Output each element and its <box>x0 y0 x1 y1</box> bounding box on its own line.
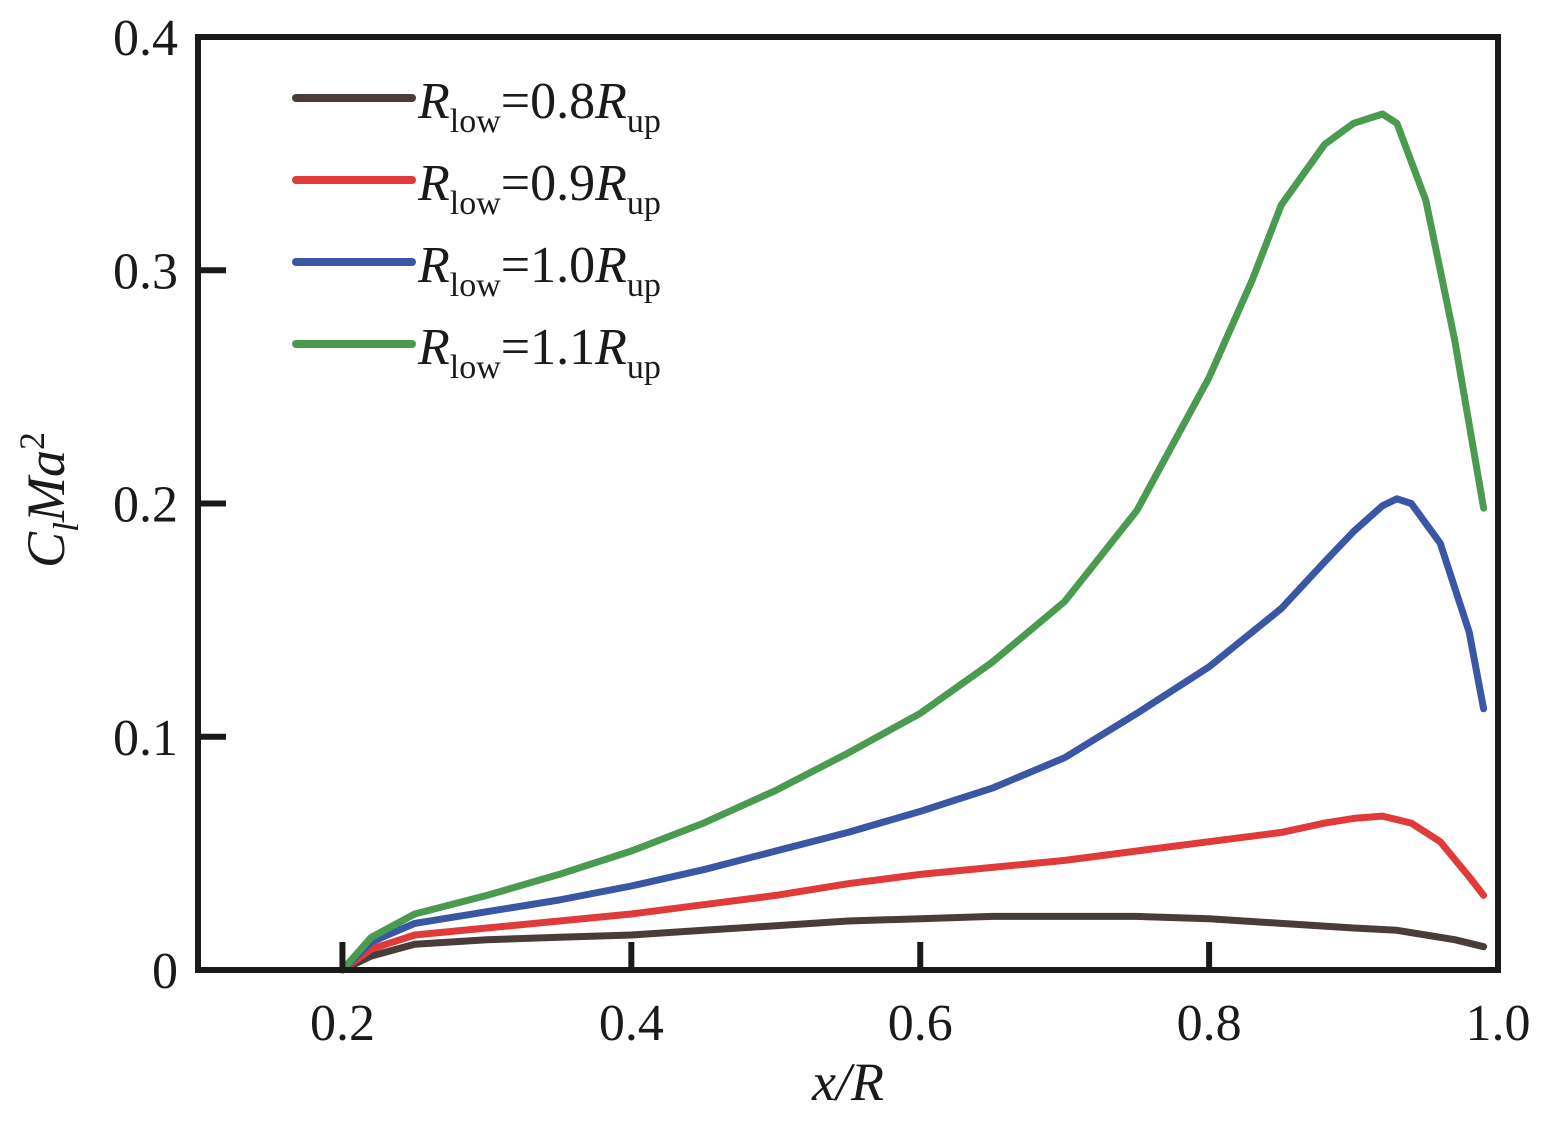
y-axis-title-sub: l <box>46 522 86 532</box>
y-tick-label: 0.3 <box>113 243 178 300</box>
x-tick-label: 0.8 <box>1177 995 1242 1052</box>
x-axis-title: x/R <box>811 1052 884 1112</box>
series-line-2 <box>338 812 1488 974</box>
legend-part: R <box>417 319 450 376</box>
series-line-4 <box>338 110 1488 974</box>
legend: Rlow=0.8RupRlow=0.9RupRlow=1.0RupRlow=1.… <box>292 73 661 386</box>
legend-part: R <box>594 73 627 130</box>
y-tick-label: 0.2 <box>113 477 178 534</box>
legend-part: low <box>450 103 501 140</box>
x-tick-label: 0.2 <box>310 995 375 1052</box>
legend-part: up <box>627 349 661 386</box>
x-tick-label: 0.4 <box>599 995 664 1052</box>
legend-label-2: Rlow=0.9Rup <box>417 155 661 222</box>
y-axis-title-sup: 2 <box>12 432 52 450</box>
legend-label-1: Rlow=0.8Rup <box>417 73 661 140</box>
legend-part: =0.9 <box>501 155 595 212</box>
legend-part: =1.1 <box>501 319 595 376</box>
y-axis-title: ClMa2 <box>12 432 86 568</box>
legend-part: up <box>627 267 661 304</box>
legend-part: low <box>450 185 501 222</box>
x-tick-label: 1.0 <box>1466 995 1531 1052</box>
legend-part: R <box>594 155 627 212</box>
legend-part: R <box>417 73 450 130</box>
y-tick-label: 0.1 <box>113 710 178 767</box>
legend-label-3: Rlow=1.0Rup <box>417 237 661 304</box>
legend-label-4: Rlow=1.1Rup <box>417 319 661 386</box>
legend-part: up <box>627 103 661 140</box>
legend-part: R <box>417 237 450 294</box>
legend-part: low <box>450 349 501 386</box>
legend-part: R <box>594 319 627 376</box>
legend-part: =0.8 <box>501 73 595 130</box>
y-tick-label: 0.4 <box>113 10 178 67</box>
legend-part: =1.0 <box>501 237 595 294</box>
series-layer <box>338 110 1488 974</box>
legend-part: up <box>627 185 661 222</box>
legend-part: low <box>450 267 501 304</box>
series-line-1 <box>338 912 1488 974</box>
tick-layer: 0.2 0.4 0.6 0.8 1.0 0 0.1 0.2 0.3 0.4 <box>113 10 1531 1052</box>
y-tick-label: 0 <box>152 943 178 1000</box>
legend-part: R <box>594 237 627 294</box>
x-tick-label: 0.6 <box>888 995 953 1052</box>
y-axis-title-mid: Ma <box>16 450 76 523</box>
y-axis-title-base: C <box>16 531 76 568</box>
legend-part: R <box>417 155 450 212</box>
series-line-3 <box>338 495 1488 974</box>
